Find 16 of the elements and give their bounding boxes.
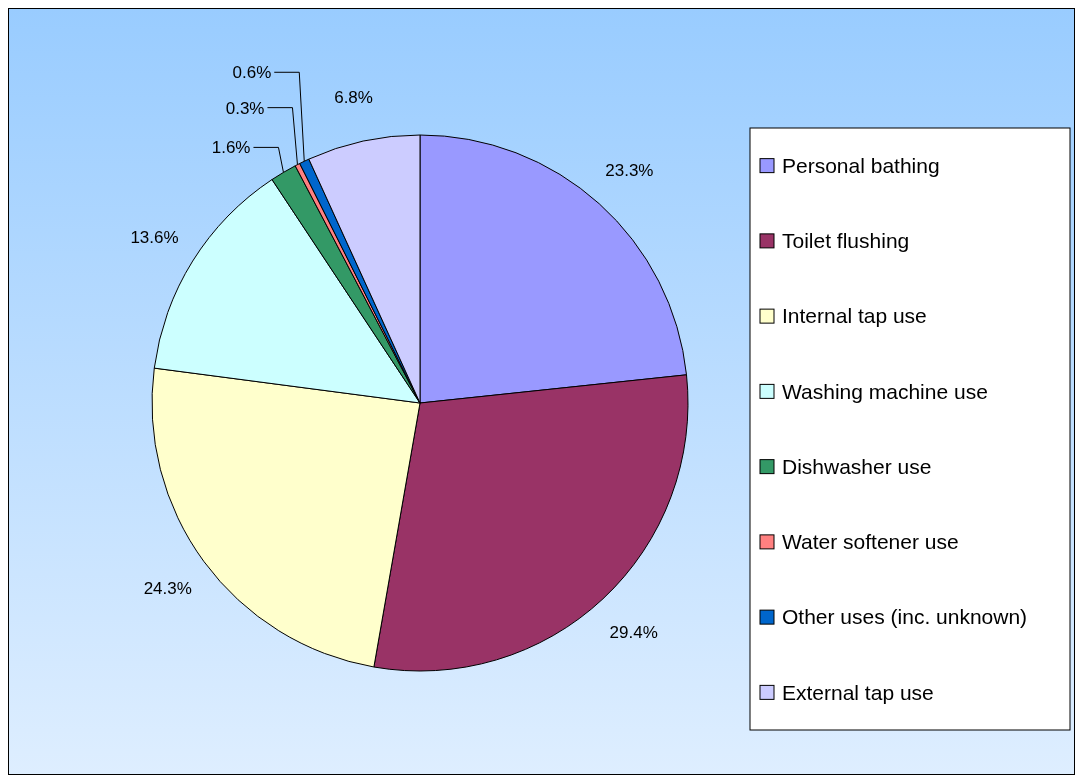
data-label: 1.6% [211, 138, 251, 158]
data-label: 23.3% [605, 161, 654, 181]
data-label: 0.6% [232, 63, 272, 83]
legend-label: External tap use [782, 680, 934, 704]
legend-label: Other uses (inc. unknown) [782, 605, 1028, 629]
data-label: 0.3% [225, 98, 265, 118]
data-label: 24.3% [143, 579, 192, 599]
legend-label: Washing machine use [782, 379, 988, 403]
data-label: 13.6% [130, 228, 179, 248]
legend-label: Dishwasher use [782, 454, 932, 478]
legend-label: Personal bathing [782, 153, 940, 177]
legend-label: Toilet flushing [782, 229, 910, 253]
data-label: 6.8% [334, 88, 373, 108]
legend-label: Water softener use [782, 530, 959, 554]
legend-label: Internal tap use [782, 304, 927, 328]
data-label: 29.4% [609, 622, 658, 642]
